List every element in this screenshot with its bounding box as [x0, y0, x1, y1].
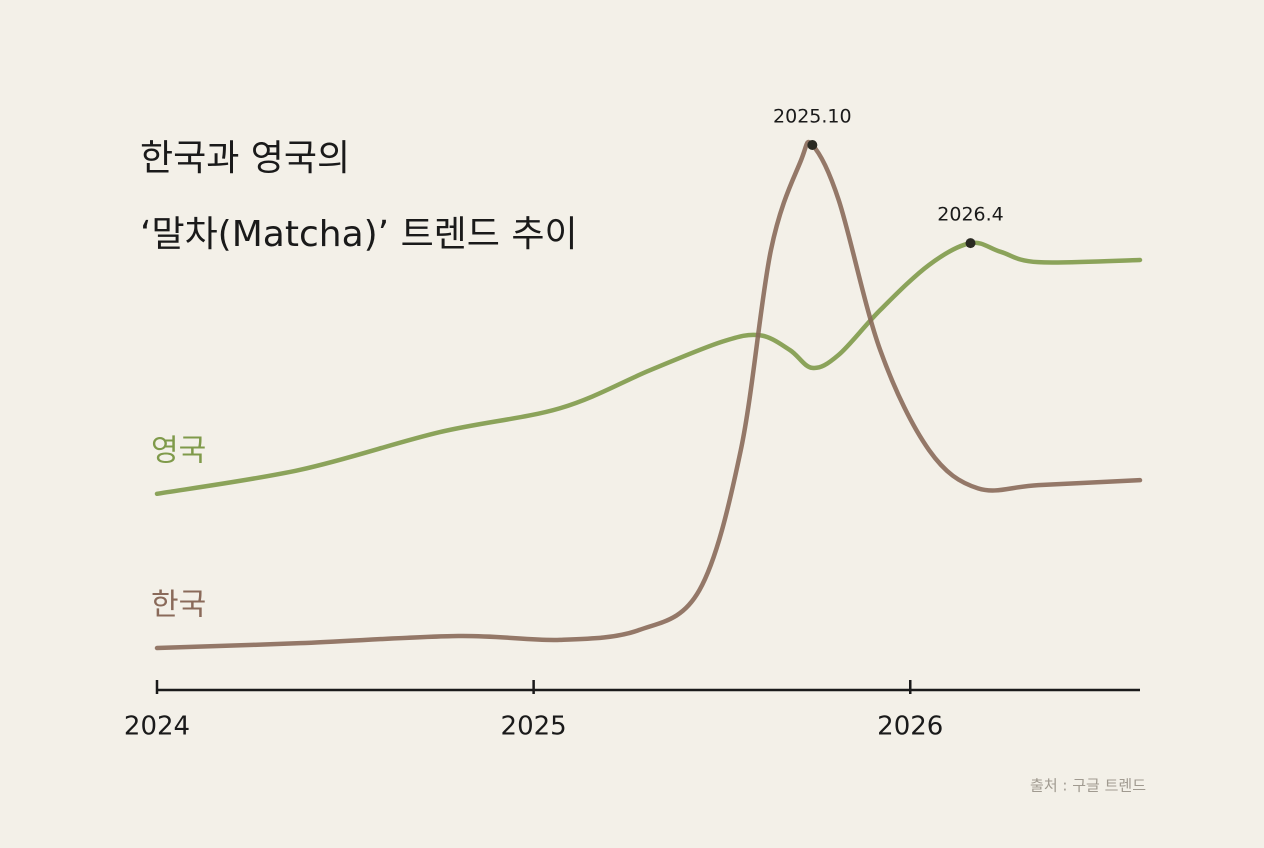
chart-title-line: ‘말차(Matcha)’ 트렌드 추이 [140, 214, 578, 255]
x-tick-label: 2025 [501, 712, 567, 742]
x-tick-label: 2024 [124, 712, 190, 742]
series-line [154, 240, 1143, 497]
chart-title-line: 한국과 영국의 [140, 138, 350, 179]
series-label: 한국 [151, 588, 206, 623]
source-note: 출처 : 구글 트렌드 [1030, 777, 1146, 795]
annotation-dot [807, 140, 818, 150]
x-tick-label: 2026 [877, 712, 943, 742]
annotation-label: 2026.4 [937, 204, 1003, 226]
annotation-label: 2025.10 [773, 106, 852, 128]
annotation-dot [965, 238, 976, 249]
series-line [154, 139, 1143, 651]
series-label: 영국 [151, 433, 206, 468]
